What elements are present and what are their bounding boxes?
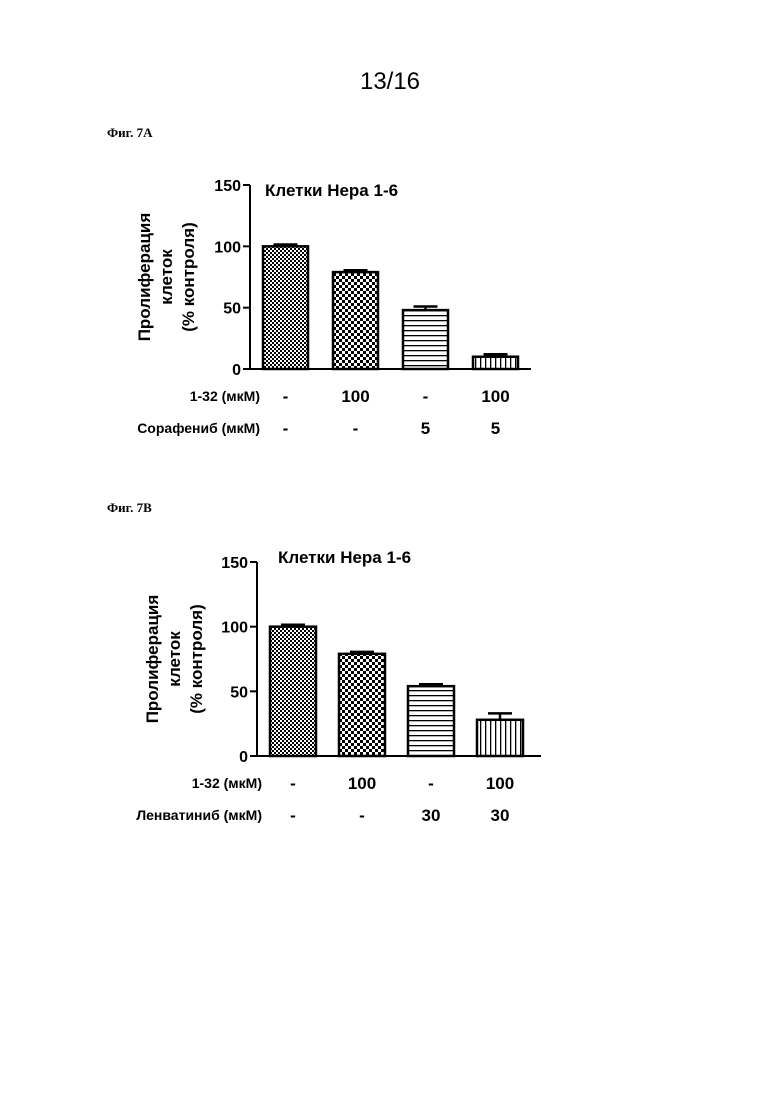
y-axis-label-line: клеток bbox=[157, 249, 176, 305]
condition-row-label: Сорафениб (мкМ) bbox=[137, 420, 260, 436]
y-axis-label-line: клеток bbox=[165, 631, 184, 687]
chart-title: Клетки Hepa 1-6 bbox=[265, 181, 398, 200]
condition-value: 5 bbox=[421, 419, 430, 438]
bar bbox=[263, 246, 308, 369]
condition-value: 100 bbox=[486, 774, 514, 793]
condition-value: - bbox=[359, 806, 365, 825]
bar bbox=[473, 357, 518, 369]
page-number: 13/16 bbox=[0, 68, 780, 96]
figure-label-7a: Фиг. 7А bbox=[107, 125, 152, 141]
y-axis-label-line: (% контроля) bbox=[179, 222, 198, 332]
bar bbox=[339, 654, 385, 756]
y-axis-label: Пролиферацияклеток(% контроля) bbox=[135, 213, 198, 342]
condition-value: - bbox=[428, 774, 434, 793]
condition-row-label: 1-32 (мкМ) bbox=[190, 388, 260, 404]
condition-value: 30 bbox=[422, 806, 441, 825]
condition-value: - bbox=[423, 387, 429, 406]
y-tick-label: 100 bbox=[221, 620, 248, 637]
bar-chart-7b: Пролиферацияклеток(% контроля) 0 50 100 150 К… bbox=[0, 530, 780, 850]
y-tick-label: 100 bbox=[214, 239, 241, 256]
y-axis-label: Пролиферацияклеток(% контроля) bbox=[143, 595, 206, 724]
y-axis-label-line: Пролиферация bbox=[135, 213, 154, 342]
bar bbox=[333, 272, 378, 369]
bar bbox=[408, 686, 454, 756]
condition-value: 100 bbox=[341, 387, 369, 406]
y-axis-label-line: Пролиферация bbox=[143, 595, 162, 724]
condition-row-label: Ленватиниб (мкМ) bbox=[136, 807, 262, 823]
condition-value: - bbox=[290, 806, 296, 825]
chart-title: Клетки Hepa 1-6 bbox=[278, 548, 411, 567]
y-tick-label: 50 bbox=[223, 301, 241, 318]
y-tick-label: 0 bbox=[232, 362, 241, 379]
condition-value: - bbox=[353, 419, 359, 438]
bar bbox=[270, 627, 316, 756]
y-tick-label: 50 bbox=[230, 684, 248, 701]
condition-value: 100 bbox=[481, 387, 509, 406]
condition-value: 100 bbox=[348, 774, 376, 793]
y-axis-label-line: (% контроля) bbox=[187, 604, 206, 714]
condition-value: - bbox=[283, 387, 289, 406]
bar bbox=[403, 310, 448, 369]
y-tick-label: 150 bbox=[214, 178, 241, 195]
condition-row-label: 1-32 (мкМ) bbox=[192, 775, 262, 791]
y-tick-label: 150 bbox=[221, 555, 248, 572]
bar-chart-7a: Пролиферацияклеток(% контроля) 0 50 100 150 К… bbox=[0, 150, 780, 470]
figure-label-7b: Фиг. 7В bbox=[107, 500, 152, 516]
bar bbox=[477, 720, 523, 756]
condition-value: 5 bbox=[491, 419, 500, 438]
condition-value: 30 bbox=[491, 806, 510, 825]
condition-value: - bbox=[283, 419, 289, 438]
condition-value: - bbox=[290, 774, 296, 793]
y-tick-label: 0 bbox=[239, 749, 248, 766]
